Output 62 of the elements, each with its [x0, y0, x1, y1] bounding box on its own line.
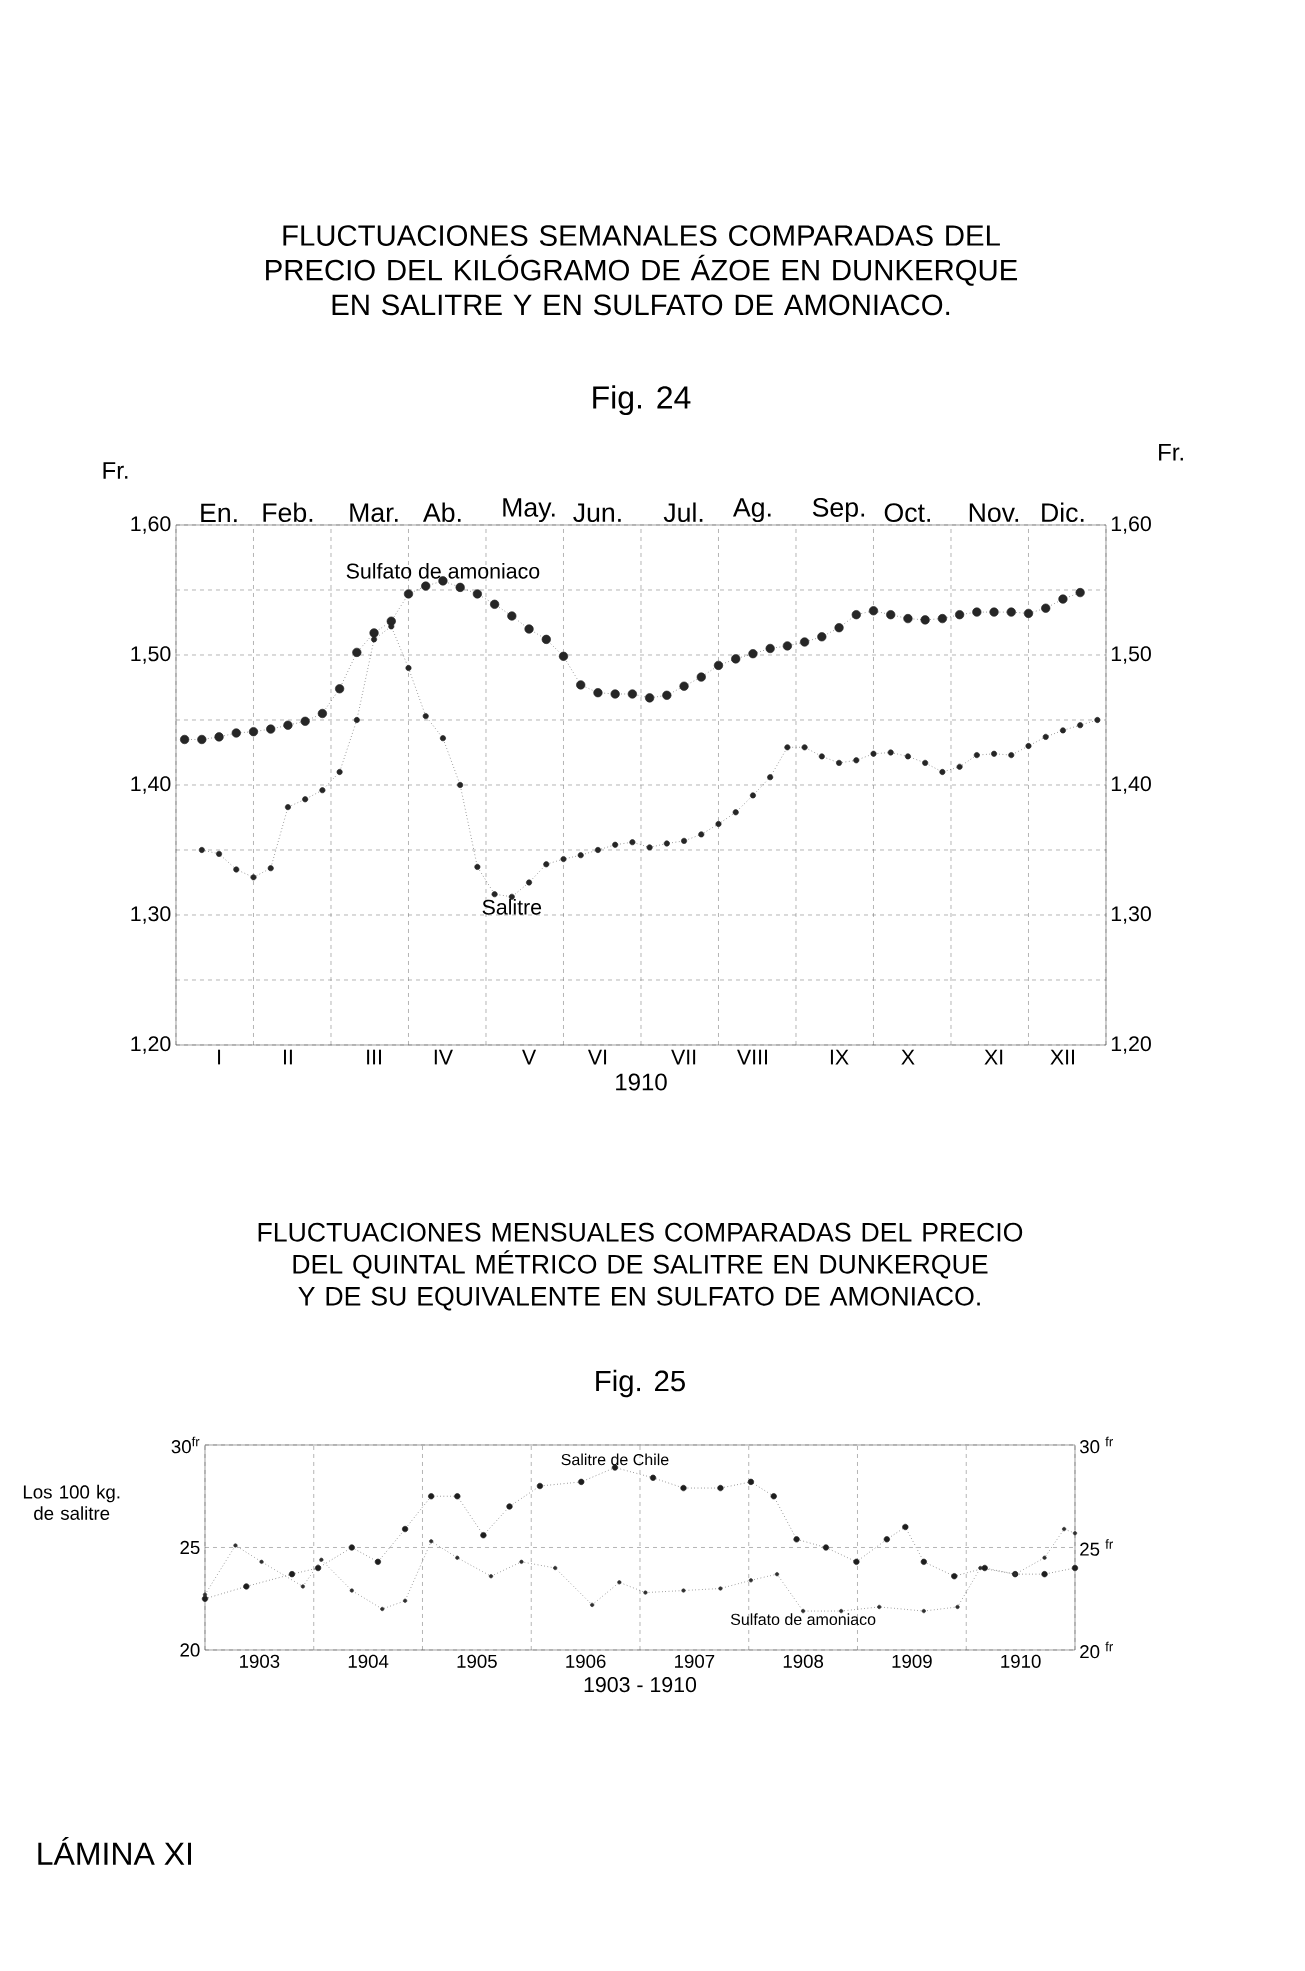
x-tick-label: III: [367, 1049, 381, 1065]
y-axis-title: Fr.: [103, 462, 128, 479]
y2-tick-label: 1,60: [1111, 516, 1151, 534]
x-tick-label: 1909: [892, 1654, 932, 1668]
y2-tick-label: 20 $^{fr}$: [1080, 1641, 1113, 1659]
text: Nov.: [969, 503, 1019, 523]
x-tick-label: 1910: [1001, 1654, 1041, 1668]
x-axis-title: 1910: [616, 1073, 667, 1091]
text: Ab.: [422, 502, 461, 523]
y-tick-label: 1,40: [131, 776, 171, 794]
x-tick-label: 1903: [240, 1654, 280, 1668]
y-tick-label: 25: [180, 1540, 200, 1555]
x-tick-label: VI: [587, 1049, 607, 1065]
y2-tick-label: 25 $^{fr}$: [1080, 1539, 1113, 1556]
x-tick-label: II: [283, 1049, 292, 1065]
y-tick-label: 20: [180, 1643, 200, 1657]
y2-tick-label: 1,40: [1111, 776, 1151, 794]
y-tick-label: 1,60: [131, 516, 171, 534]
series-label: Sulfato de amoniaco: [346, 562, 540, 579]
text: May.: [503, 498, 555, 523]
x-tick-label: IV: [434, 1049, 453, 1065]
y2-axis-title: Fr.: [1159, 443, 1183, 461]
text: Oct.: [884, 503, 930, 523]
text: Jul.: [663, 502, 703, 523]
x-tick-label: 1907: [675, 1654, 715, 1668]
x-tick-label: 1904: [348, 1654, 389, 1668]
text: LÁMINA XI: [38, 1837, 191, 1865]
series-label: Salitre: [482, 899, 542, 915]
x-axis-title: 1903 - 1910: [584, 1677, 697, 1693]
x-tick-label: VII: [671, 1049, 696, 1065]
series-label: Salitre de Chile: [561, 1453, 669, 1466]
x-tick-label: V: [522, 1049, 537, 1065]
text: En.: [201, 503, 237, 523]
chart-subtitle: Fig. 25: [596, 1369, 685, 1398]
x-tick-label: I: [218, 1049, 221, 1065]
text: Feb.: [263, 502, 313, 523]
y-tick-label: 30$^{fr}$: [171, 1436, 200, 1454]
x-tick-label: X: [901, 1049, 915, 1065]
x-tick-label: XII: [1050, 1049, 1075, 1065]
text: Dic.: [1042, 502, 1084, 523]
y-tick-label: 1,30: [131, 906, 171, 924]
x-tick-label: VIII: [737, 1049, 767, 1065]
y-axis-title: Los 100 kg. de salitre: [23, 1484, 120, 1520]
x-tick-label: 1905: [457, 1654, 497, 1668]
y2-tick-label: 1,50: [1111, 646, 1151, 664]
y2-tick-label: 1,20: [1111, 1036, 1151, 1054]
y2-tick-label: 30 $^{fr}$: [1079, 1436, 1113, 1454]
text: Sep.: [812, 497, 865, 523]
text: Jun.: [573, 503, 621, 523]
chart-title: FLUCTUACIONES SEMANALES COMPARADAS DEL PRECIO DEL KILÓGRAMO DE ÁZOE EN DUNKERQUE EN SALITRE Y EN SULFATO DE AMONIACO.: [266, 225, 1018, 316]
y2-tick-label: 1,30: [1111, 906, 1151, 924]
y-tick-label: 1,20: [131, 1036, 171, 1054]
y-tick-label: 1,50: [131, 646, 171, 664]
x-tick-label: XI: [984, 1049, 1003, 1065]
x-tick-label: 1908: [783, 1654, 824, 1668]
series-label: Sulfato de amoniaco: [730, 1613, 876, 1626]
text: Mar.: [350, 503, 398, 523]
text: Ag.: [732, 498, 771, 523]
x-tick-label: IX: [830, 1049, 849, 1065]
chart-subtitle: Fig. 24: [593, 385, 691, 416]
x-tick-label: 1906: [566, 1654, 606, 1668]
chart-title: FLUCTUACIONES MENSUALES COMPARADAS DEL PRECIO DEL QUINTAL MÉTRICO DE SALITRE EN DUNKERQUE Y DE SU EQUIVALENTE EN SULFATO DE AMONIACO.: [258, 1222, 1023, 1311]
